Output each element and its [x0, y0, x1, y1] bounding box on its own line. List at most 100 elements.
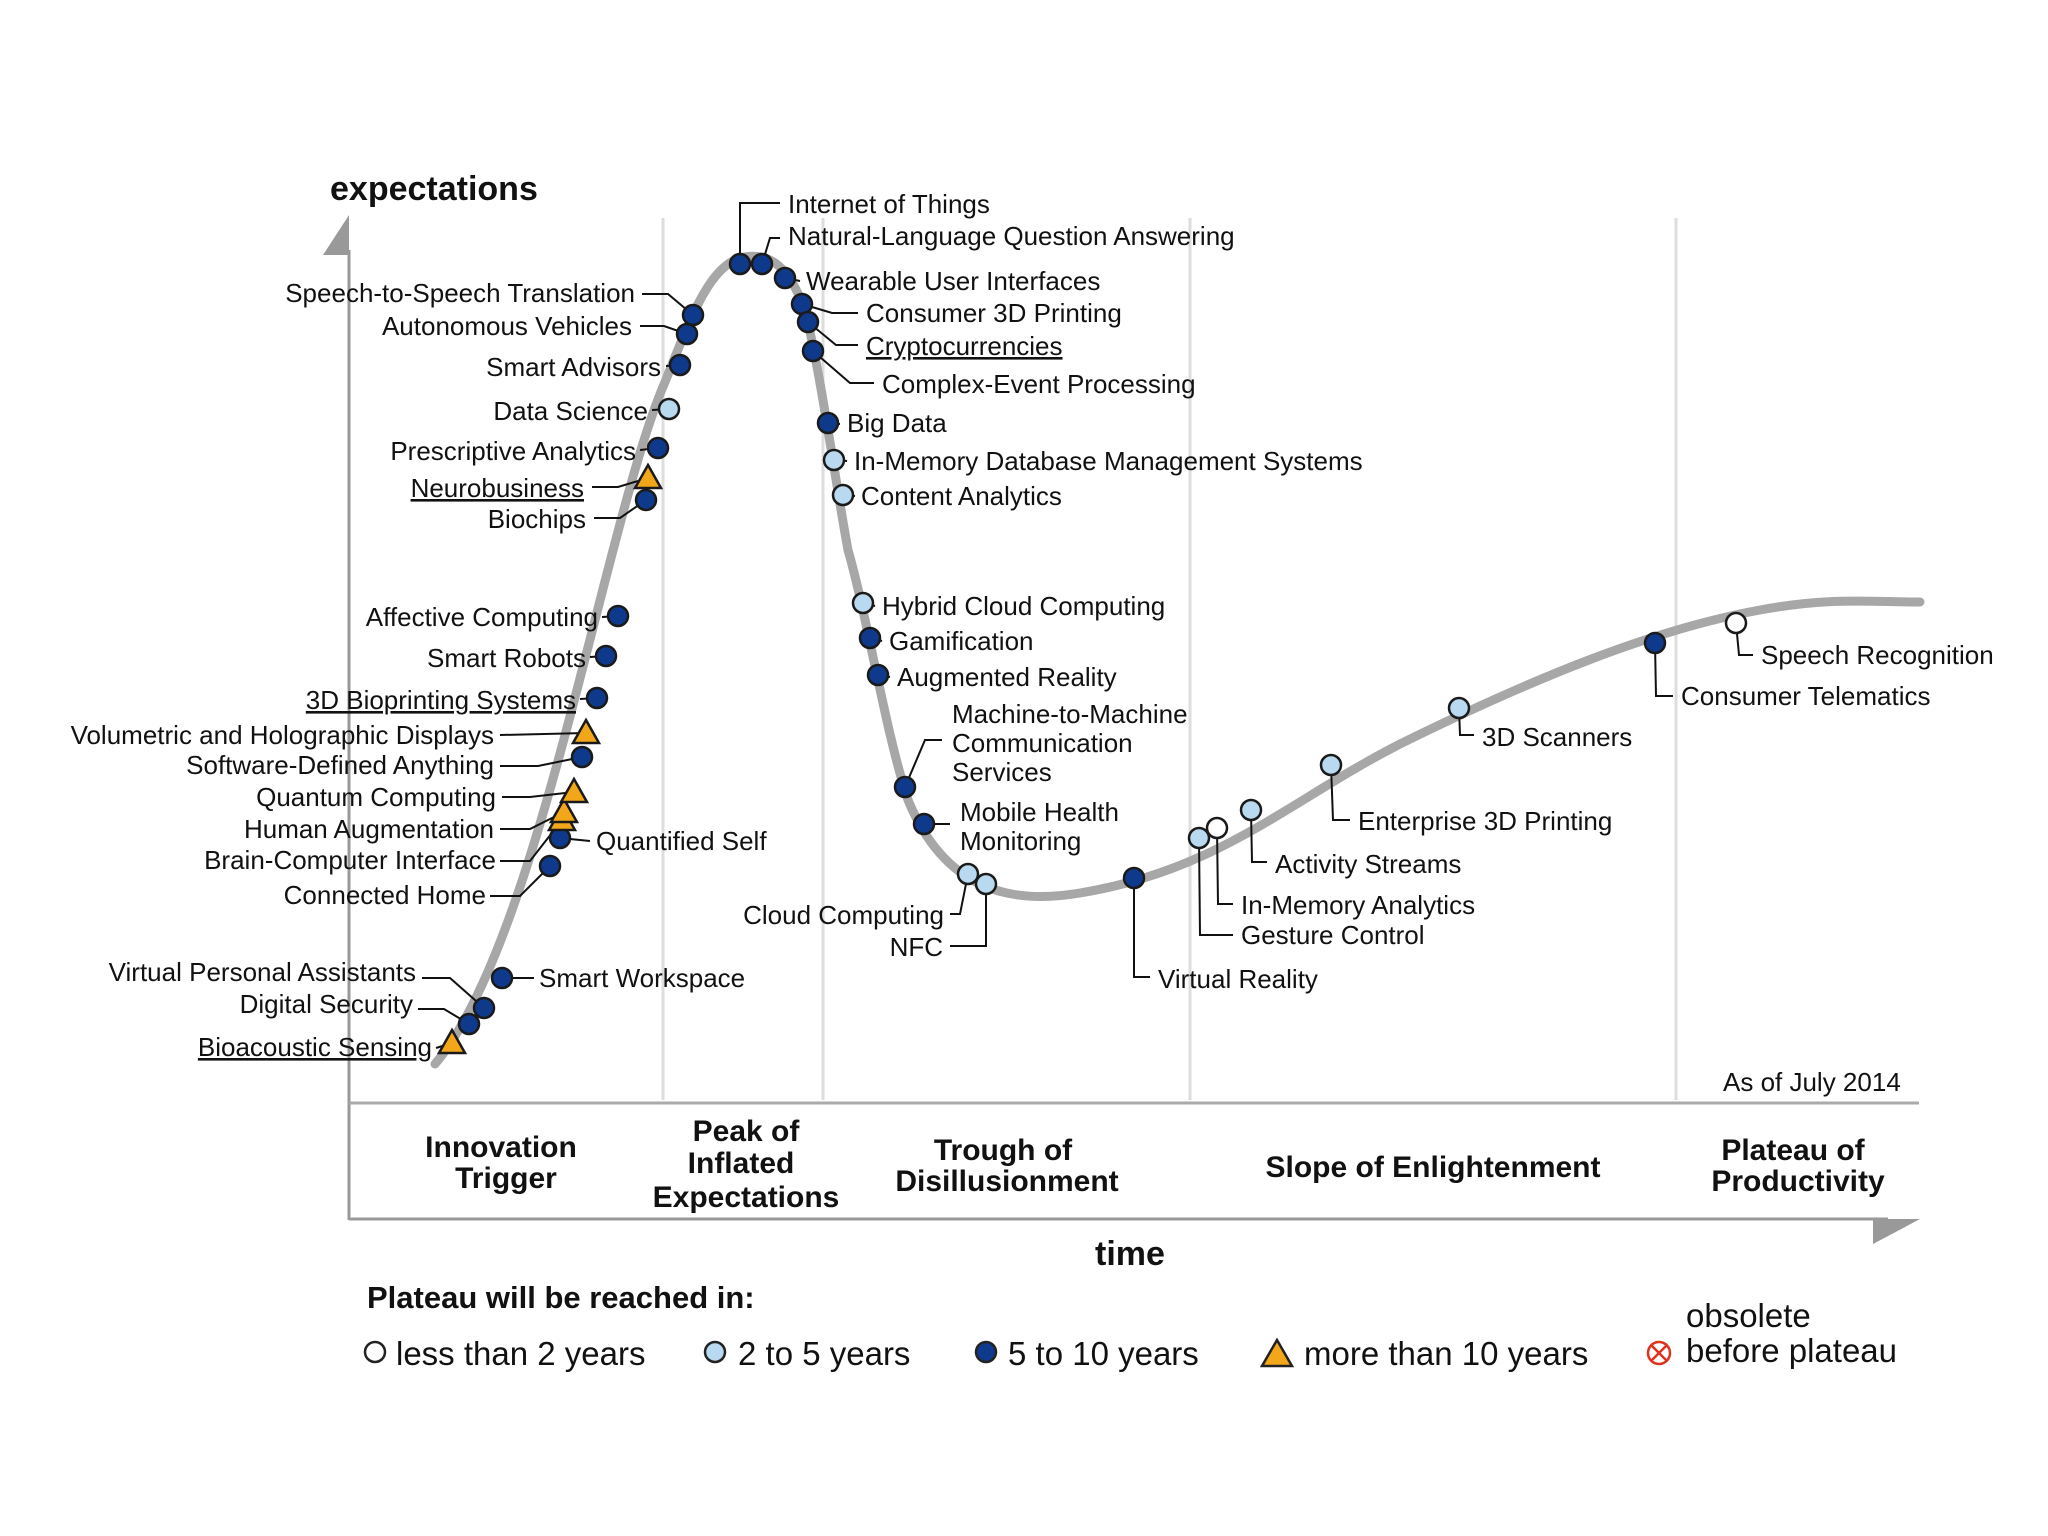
- label-line-machine-to-machine-communication-services: Machine-to-Machine: [952, 699, 1188, 729]
- marker-smart-workspace: [490, 966, 514, 990]
- marker-smart-advisors: [668, 353, 692, 377]
- label-human-augmentation: Human Augmentation: [244, 814, 494, 844]
- marker-augmented-reality: [866, 663, 890, 687]
- marker-data-science: [657, 397, 681, 421]
- label-machine-to-machine-communication-services: Machine-to-Machine Communication Services: [952, 699, 1188, 787]
- marker-quantum-computing: [558, 776, 590, 804]
- marker-affective-computing: [606, 604, 630, 628]
- label-bioacoustic-sensing: Bioacoustic Sensing: [198, 1032, 432, 1062]
- marker-connected-home: [538, 854, 562, 878]
- label-augmented-reality: Augmented Reality: [897, 662, 1117, 692]
- legend-marker-2to5: [703, 1340, 727, 1364]
- label-activity-streams: Activity Streams: [1275, 849, 1461, 879]
- leader-line-complex-event-processing: [812, 350, 874, 384]
- label-smart-workspace: Smart Workspace: [539, 963, 745, 993]
- phase-label-innovation-trigger: Innovation Trigger: [425, 1131, 577, 1195]
- legend-item-2to5: 2 to 5 years: [703, 1335, 910, 1372]
- marker-virtual-personal-assistants: [472, 996, 496, 1020]
- leader-line-cloud-computing: [950, 873, 969, 915]
- label-complex-event-processing: Complex-Event Processing: [882, 369, 1196, 399]
- legend-item-obsolete: obsolete before plateau: [1646, 1297, 1897, 1369]
- marker-content-analytics: [831, 483, 855, 507]
- svg-text:Peak of: Peak of: [693, 1115, 801, 1148]
- leader-line-quantum-computing: [502, 791, 575, 798]
- marker-natural-language-question-answering: [750, 252, 774, 276]
- label-in-memory-database-management-systems: In-Memory Database Management Systems: [854, 446, 1363, 476]
- marker-mobile-health-monitoring: [912, 812, 936, 836]
- label-brain-computer-interface: Brain-Computer Interface: [204, 845, 496, 875]
- label-volumetric-and-holographic-displays: Volumetric and Holographic Displays: [71, 720, 494, 750]
- marker-internet-of-things: [728, 252, 752, 276]
- leader-line-enterprise-3d-printing: [1330, 764, 1350, 821]
- leader-line-nfc: [950, 884, 987, 947]
- marker-biochips: [634, 488, 658, 512]
- x-axis-arrow: [1873, 1219, 1920, 1244]
- leader-line-machine-to-machine-communication-services: [904, 739, 942, 788]
- label-cloud-computing: Cloud Computing: [743, 900, 944, 930]
- y-axis-title: expectations: [330, 170, 538, 208]
- phase-label-trough: Trough of Disillusionment: [895, 1134, 1118, 1198]
- label-digital-security: Digital Security: [240, 989, 413, 1019]
- label-mobile-health-monitoring: Mobile Health Monitoring: [960, 797, 1119, 856]
- label-3d-bioprinting-systems: 3D Bioprinting Systems: [306, 685, 576, 715]
- marker-wearable-user-interfaces: [773, 266, 797, 290]
- label-quantified-self: Quantified Self: [596, 826, 767, 856]
- legend-item-gt10: more than 10 years: [1259, 1335, 1588, 1372]
- svg-text:Trough of: Trough of: [934, 1134, 1073, 1167]
- marker-cloud-computing: [956, 862, 980, 886]
- marker-smart-robots: [594, 644, 618, 668]
- marker-3d-bioprinting-systems: [585, 686, 609, 710]
- label-prescriptive-analytics: Prescriptive Analytics: [390, 436, 636, 466]
- label-in-memory-analytics: In-Memory Analytics: [1241, 890, 1475, 920]
- marker-3d-scanners: [1447, 696, 1471, 720]
- svg-text:Slope of Enlightenment: Slope of Enlightenment: [1266, 1151, 1601, 1184]
- phase-label-peak: Peak of Inflated Expectations: [653, 1115, 840, 1214]
- marker-speech-to-speech-translation: [681, 303, 705, 327]
- marker-virtual-reality: [1122, 866, 1146, 890]
- label-content-analytics: Content Analytics: [861, 481, 1062, 511]
- marker-nfc: [974, 872, 998, 896]
- marker-human-augmentation: [548, 796, 580, 824]
- label-nfc: NFC: [890, 932, 943, 962]
- svg-text:Innovation: Innovation: [425, 1131, 577, 1164]
- marker-prescriptive-analytics: [646, 436, 670, 460]
- leader-line-software-defined-anything: [500, 756, 583, 767]
- label-software-defined-anything: Software-Defined Anything: [186, 750, 494, 780]
- legend-title: Plateau will be reached in:: [367, 1280, 755, 1315]
- marker-cryptocurrencies: [796, 310, 820, 334]
- leader-line-consumer-telematics: [1654, 642, 1673, 697]
- label-line-machine-to-machine-communication-services: Services: [952, 757, 1052, 787]
- marker-in-memory-database-management-systems: [822, 448, 846, 472]
- svg-text:Disillusionment: Disillusionment: [895, 1165, 1118, 1198]
- label-3d-scanners: 3D Scanners: [1482, 722, 1632, 752]
- label-virtual-personal-assistants: Virtual Personal Assistants: [109, 957, 416, 987]
- legend-label-gt10: more than 10 years: [1304, 1335, 1588, 1372]
- legend-item-lt2: less than 2 years: [363, 1335, 645, 1372]
- legend-label-lt2: less than 2 years: [396, 1335, 645, 1372]
- legend-label-obsolete-line2: before plateau: [1686, 1332, 1897, 1369]
- svg-text:Plateau of: Plateau of: [1721, 1134, 1865, 1167]
- label-autonomous-vehicles: Autonomous Vehicles: [382, 311, 632, 341]
- marker-enterprise-3d-printing: [1319, 753, 1343, 777]
- legend-label-obsolete-line1: obsolete: [1686, 1297, 1811, 1334]
- svg-text:Productivity: Productivity: [1711, 1165, 1885, 1198]
- legend-label-5to10: 5 to 10 years: [1008, 1335, 1199, 1372]
- label-enterprise-3d-printing: Enterprise 3D Printing: [1358, 806, 1612, 836]
- marker-neurobusiness: [632, 462, 664, 490]
- marker-bioacoustic-sensing: [436, 1027, 468, 1055]
- leader-line-in-memory-analytics: [1216, 827, 1233, 905]
- leader-line-activity-streams: [1250, 809, 1267, 863]
- label-consumer-telematics: Consumer Telematics: [1681, 681, 1931, 711]
- marker-complex-event-processing: [801, 339, 825, 363]
- label-consumer-3d-printing: Consumer 3D Printing: [866, 298, 1122, 328]
- svg-text:Inflated: Inflated: [688, 1147, 795, 1180]
- label-wearable-user-interfaces: Wearable User Interfaces: [806, 266, 1100, 296]
- marker-activity-streams: [1239, 798, 1263, 822]
- legend-marker-obsolete-x2: [1651, 1345, 1667, 1361]
- label-gesture-control: Gesture Control: [1241, 920, 1425, 950]
- marker-software-defined-anything: [570, 745, 594, 769]
- label-speech-to-speech-translation: Speech-to-Speech Translation: [285, 278, 635, 308]
- svg-text:Expectations: Expectations: [653, 1181, 840, 1214]
- label-smart-robots: Smart Robots: [427, 643, 586, 673]
